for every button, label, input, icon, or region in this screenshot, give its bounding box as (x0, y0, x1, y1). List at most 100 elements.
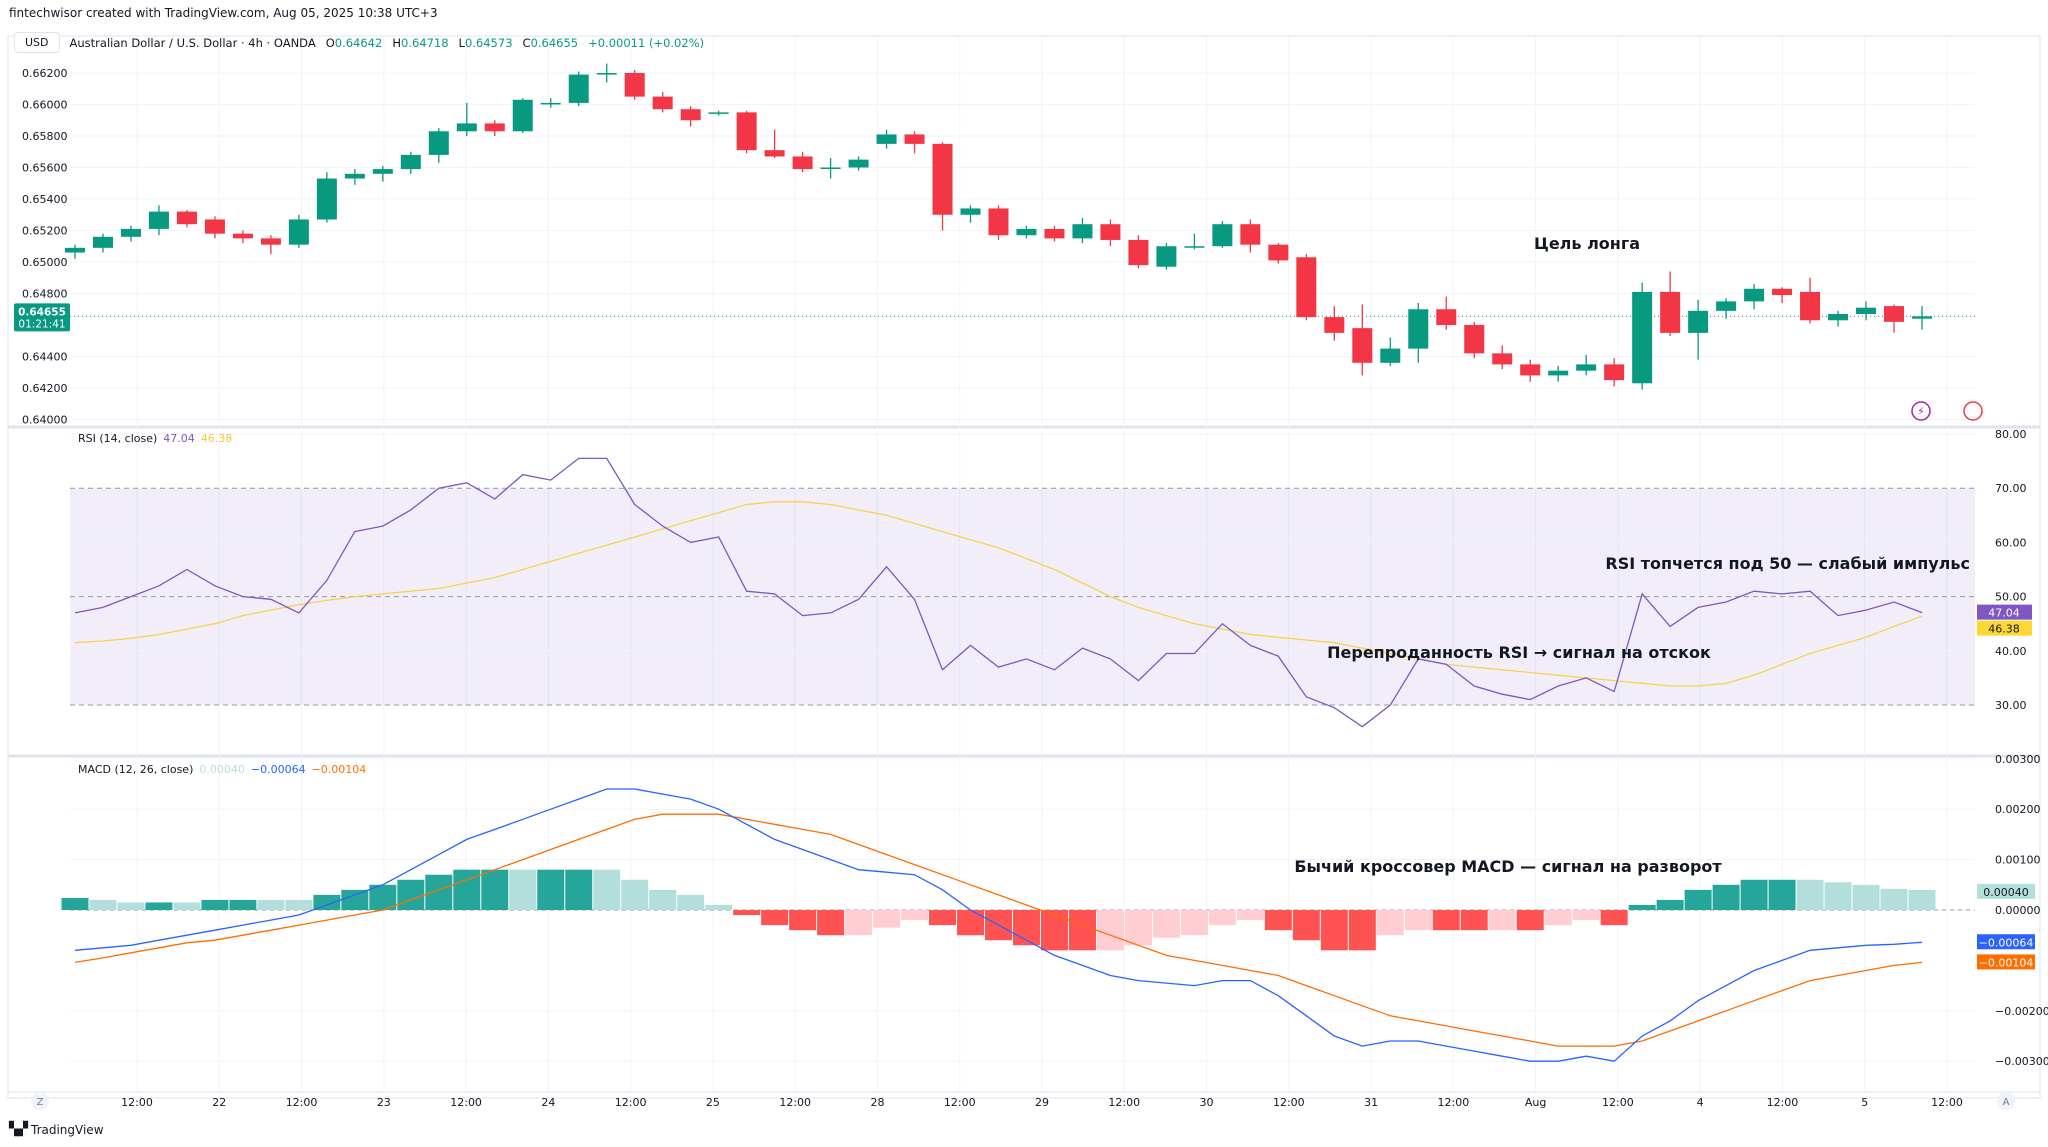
candle-body (848, 159, 869, 168)
candle-body (65, 247, 85, 253)
candle (1828, 310, 1849, 327)
macd-histogram-bar (145, 902, 173, 910)
candle-body (1240, 224, 1261, 245)
candle (1716, 298, 1737, 319)
tradingview-logo[interactable]: ▚▞ TradingView (9, 1122, 104, 1137)
open-group: O0.64642 (326, 36, 383, 50)
candle (1464, 321, 1485, 359)
macd-histogram-bar (761, 910, 789, 926)
macd-histogram-bar (1264, 910, 1292, 931)
candle (232, 230, 253, 244)
macd-histogram-bar (369, 884, 397, 910)
lightning-icon (1911, 401, 1931, 421)
candle (1156, 243, 1177, 270)
time-axis-label: 12:00 (286, 1096, 318, 1109)
macd-histogram-bar (565, 869, 593, 910)
symbol-title[interactable]: Australian Dollar / U.S. Dollar · 4h · O… (69, 35, 316, 50)
candle-body (1716, 301, 1737, 311)
candle (1352, 304, 1373, 376)
candle (848, 156, 869, 171)
candle-body (876, 134, 897, 144)
macd-histogram-bar (1824, 882, 1852, 910)
macd-axis-label: 0.00200 (1995, 803, 2041, 816)
candle (1492, 345, 1513, 370)
time-axis-label: 12:00 (1602, 1096, 1634, 1109)
time-axis-label: 4 (1697, 1096, 1704, 1109)
time-axis-label: 28 (870, 1096, 884, 1109)
candle (680, 106, 701, 127)
close-value: 0.64655 (530, 35, 579, 50)
macd-histogram-bar (1684, 889, 1712, 910)
attribution-text: fintechwisor created with TradingView.co… (9, 6, 438, 20)
candle-body (1212, 224, 1233, 247)
candle-body (1324, 317, 1345, 333)
candle (1408, 302, 1429, 363)
candle (92, 233, 113, 253)
candle-body (1828, 313, 1849, 321)
candle (764, 129, 785, 159)
macd-histogram-bar (89, 899, 117, 910)
macd-histogram-bar (1768, 879, 1796, 910)
high-value: 0.64718 (400, 35, 449, 50)
candle (1688, 299, 1709, 360)
macd-axis-label: −0.00200 (1995, 1005, 2048, 1018)
candle-body (708, 112, 729, 114)
rsi-ma-line (74, 501, 1923, 687)
candle (400, 151, 421, 174)
candle-body (568, 74, 589, 103)
macd-histogram-bar (1348, 910, 1376, 951)
macd-line (74, 788, 1923, 1062)
candle-body (1184, 246, 1205, 248)
candle-body (1352, 328, 1373, 363)
rsi-axis-label: 80.00 (1995, 428, 2027, 441)
candle (1884, 304, 1905, 333)
candle (1520, 359, 1541, 382)
candle (344, 169, 365, 185)
candle-body (932, 143, 953, 215)
candle (1240, 219, 1261, 253)
macd-histogram-bar (1404, 910, 1432, 931)
auto-scale-left-button[interactable] (31, 1092, 49, 1110)
macd-legend[interactable]: MACD (12, 26, close) 0.00040 −0.00064 −0… (78, 763, 366, 776)
macd-histogram-bar (1124, 910, 1152, 946)
candle-body (260, 238, 281, 245)
candle-body (232, 233, 253, 239)
symbol-legend: USD Australian Dollar / U.S. Dollar · 4h… (14, 32, 704, 53)
currency-button[interactable]: USD (14, 32, 60, 53)
candle (904, 131, 925, 154)
macd-histogram-bar (481, 869, 509, 910)
macd-histogram-bar (789, 910, 817, 931)
candle (792, 151, 813, 173)
price-axis-label: 0.66200 (22, 67, 68, 80)
candle (148, 205, 169, 236)
candle-body (540, 102, 561, 105)
candle-body (484, 123, 505, 132)
candle-body (1408, 309, 1429, 349)
annotation-rsi-oversold: Перепроданность RSI → сигнал на отскок (1327, 643, 1711, 662)
candle (428, 128, 449, 163)
macd-histogram-bar (285, 899, 313, 910)
rsi-axis-label: 40.00 (1995, 645, 2027, 658)
candle (1660, 271, 1681, 337)
candle (1772, 287, 1793, 303)
candle-body (1772, 288, 1793, 296)
candle-body (1436, 309, 1457, 325)
candle-body (1016, 228, 1037, 236)
candle-body (1548, 370, 1569, 376)
time-axis-label: 24 (541, 1096, 555, 1109)
rsi-title: RSI (14, close) (78, 432, 158, 445)
auto-scale-button[interactable] (1997, 1092, 2015, 1110)
rsi-value: 47.04 (163, 432, 195, 445)
time-axis-label: 12:00 (615, 1096, 647, 1109)
macd-value: −0.00064 (250, 763, 306, 776)
candle-body (1520, 364, 1541, 376)
macd-axis-label: 0.00100 (1995, 854, 2041, 867)
candle-body (1576, 364, 1597, 371)
macd-histogram-bar (1544, 910, 1572, 926)
macd-histogram-bar (1908, 889, 1936, 910)
rsi-legend[interactable]: RSI (14, close) 47.04 46.38 (78, 432, 232, 445)
time-axis-label: 29 (1035, 1096, 1049, 1109)
macd-histogram-bar (1432, 910, 1460, 931)
macd-histogram-bar (1236, 910, 1264, 921)
